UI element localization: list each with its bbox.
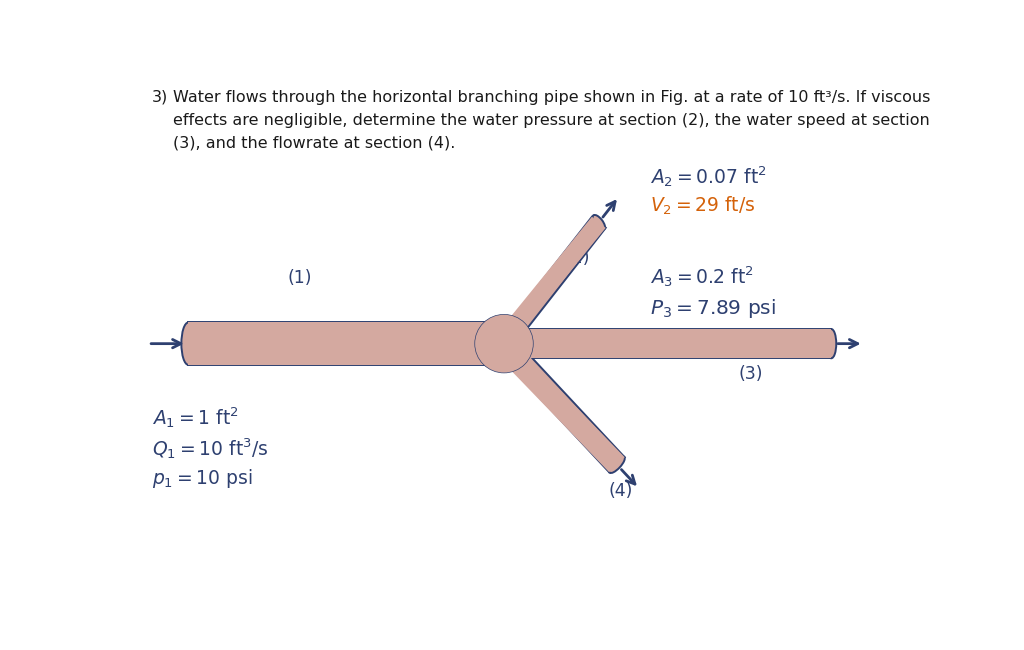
Ellipse shape	[181, 322, 196, 365]
Circle shape	[475, 315, 534, 373]
Polygon shape	[504, 329, 831, 358]
Text: $V_2 = 29\ \mathrm{ft/s}$: $V_2 = 29\ \mathrm{ft/s}$	[650, 195, 756, 217]
Text: $A_2 = 0.07\ \mathrm{ft}^2$: $A_2 = 0.07\ \mathrm{ft}^2$	[650, 164, 767, 189]
Ellipse shape	[593, 215, 605, 229]
Text: (3): (3)	[738, 365, 763, 383]
Polygon shape	[500, 329, 831, 358]
Text: (3), and the flowrate at section (4).: (3), and the flowrate at section (4).	[173, 136, 456, 151]
Text: $A_3 = 0.2\ \mathrm{ft}^2$: $A_3 = 0.2\ \mathrm{ft}^2$	[650, 265, 755, 289]
Polygon shape	[188, 322, 508, 365]
Polygon shape	[494, 216, 605, 349]
Text: 3): 3)	[153, 90, 168, 105]
Ellipse shape	[826, 329, 837, 358]
Text: $P_3 = 7.89\ \mathrm{psi}$: $P_3 = 7.89\ \mathrm{psi}$	[650, 298, 776, 320]
Polygon shape	[496, 336, 625, 472]
Polygon shape	[188, 322, 504, 365]
Polygon shape	[493, 336, 625, 472]
Polygon shape	[497, 217, 606, 349]
Text: (1): (1)	[288, 270, 312, 287]
Text: effects are negligible, determine the water pressure at section (2), the water s: effects are negligible, determine the wa…	[173, 112, 930, 127]
Text: (4): (4)	[608, 482, 633, 500]
Text: $p_1 = 10\ \mathrm{psi}$: $p_1 = 10\ \mathrm{psi}$	[153, 467, 253, 490]
Text: $Q_1 = 10\ \mathrm{ft}^3/\mathrm{s}$: $Q_1 = 10\ \mathrm{ft}^3/\mathrm{s}$	[153, 436, 269, 461]
Text: Water flows through the horizontal branching pipe shown in Fig. at a rate of 10 : Water flows through the horizontal branc…	[173, 90, 930, 105]
Text: (2): (2)	[565, 249, 590, 267]
Text: $A_1 = 1\ \mathrm{ft}^2$: $A_1 = 1\ \mathrm{ft}^2$	[153, 405, 240, 430]
Ellipse shape	[609, 456, 625, 473]
